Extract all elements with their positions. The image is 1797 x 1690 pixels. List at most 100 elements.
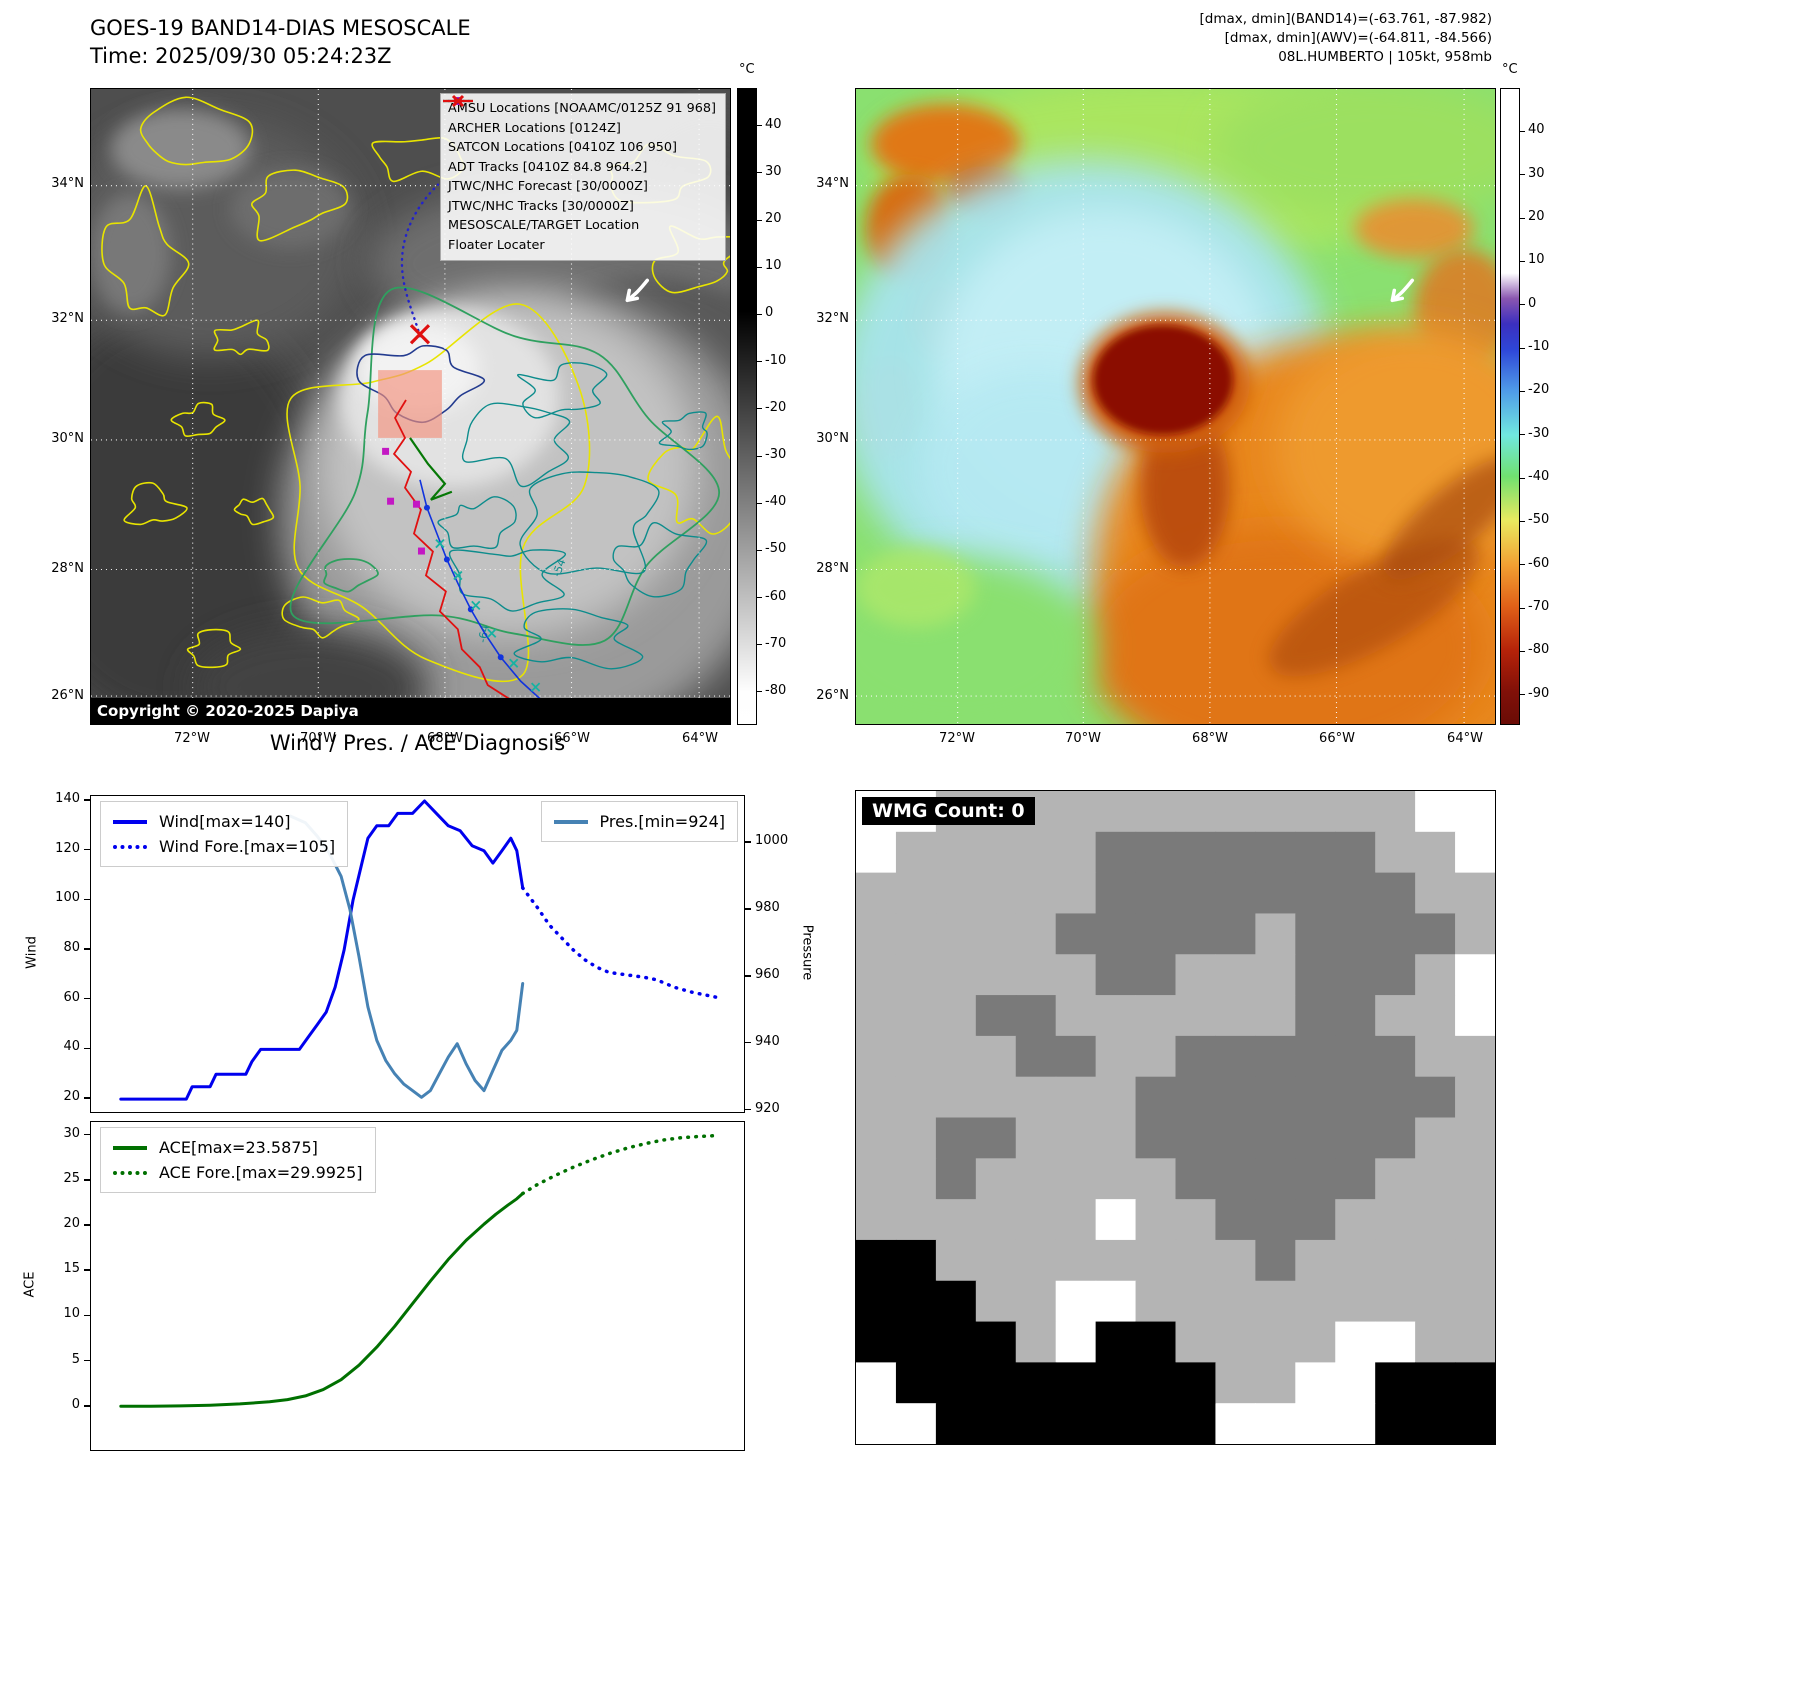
- awv-satellite-map: [855, 88, 1496, 725]
- mesoscale-target-box: [378, 370, 442, 438]
- legend-label: SATCON Locations [0410Z 106 950]: [448, 140, 678, 156]
- line-marker-icon: [113, 819, 147, 824]
- axis-tick-label: 30: [63, 1125, 80, 1141]
- diagnosis-title: Wind / Pres. / ACE Diagnosis: [269, 731, 566, 755]
- awv-colorbar-unit: °C: [1502, 62, 1518, 77]
- map-lon-label: 66°W: [554, 731, 590, 746]
- colorbar-tick-label: -40: [1528, 469, 1550, 484]
- contour-label: -54: [550, 557, 568, 578]
- colorbar-tick-label: 30: [765, 163, 782, 179]
- axis-tick: [84, 948, 90, 950]
- colorbar-tick: [757, 219, 762, 221]
- band14-timestamp: Time: 2025/09/30 05:24:23Z: [90, 44, 392, 68]
- legend-item: Wind Fore.[max=105]: [113, 834, 335, 859]
- axis-tick: [84, 1359, 90, 1362]
- colorbar-tick: [1520, 650, 1525, 652]
- colorbar-tick-label: -70: [765, 635, 787, 651]
- ace-legend: ACE[max=23.5875] ACE Fore.[max=29.9925]: [100, 1127, 376, 1193]
- legend-label: ACE Fore.[max=29.9925]: [159, 1163, 363, 1182]
- axis-tick-label: 1000: [755, 832, 789, 848]
- legend-label: ARCHER Locations [0124Z]: [448, 120, 621, 136]
- pressure-legend: Pres.[min=924]: [540, 801, 738, 842]
- axis-tick: [84, 1314, 90, 1317]
- band14-colorbar-unit: °C: [739, 62, 755, 77]
- temperature-contours: [101, 96, 730, 683]
- colorbar-tick: [757, 408, 762, 410]
- colorbar-tick-label: -70: [1528, 599, 1550, 614]
- axis-tick: [84, 1097, 90, 1099]
- axis-tick-label: 25: [63, 1170, 80, 1186]
- map-lat-label: 26°N: [51, 688, 84, 703]
- band14-title: GOES-19 BAND14-DIAS MESOSCALE: [90, 16, 471, 40]
- map-lon-label: 68°W: [1192, 731, 1228, 746]
- map-lat-label: 26°N: [816, 688, 849, 703]
- axis-tick-label: 40: [63, 1039, 80, 1055]
- awv-map-canvas: [856, 89, 1495, 724]
- colorbar-tick-label: 0: [1528, 295, 1537, 311]
- legend-item: ACE[max=23.5875]: [113, 1135, 363, 1160]
- legend-item: Floater Locater: [443, 99, 716, 256]
- wmg-panel: WMG Count: 0: [855, 790, 1496, 1445]
- map-lat-label: 32°N: [51, 311, 84, 326]
- axis-tick-label: 5: [71, 1351, 80, 1367]
- colorbar-tick: [757, 172, 762, 174]
- axis-tick-label: 80: [63, 940, 80, 956]
- axis-tick: [84, 1269, 90, 1271]
- axis-tick-label: 10: [63, 1306, 80, 1322]
- dmax-dmin-awv: [dmax, dmin](AWV)=(-64.811, -84.566): [1224, 30, 1492, 46]
- colorbar-tick-label: -10: [765, 352, 787, 368]
- storm-tracks: [378, 183, 650, 724]
- axis-tick-label: 140: [55, 790, 80, 806]
- colorbar-tick: [1520, 477, 1525, 479]
- colorbar-tick-label: -20: [1528, 382, 1550, 398]
- colorbar-tick-label: 40: [1528, 122, 1545, 138]
- colorbar-tick-label: -50: [765, 541, 787, 557]
- colorbar-tick: [757, 502, 762, 504]
- colorbar-tick-label: 10: [1528, 252, 1545, 268]
- colorbar-tick: [1520, 607, 1525, 609]
- colorbar-tick: [757, 125, 762, 127]
- colorbar-tick-label: 0: [765, 305, 774, 321]
- axis-tick-label: 0: [71, 1396, 80, 1412]
- map-lat-label: 34°N: [816, 176, 849, 191]
- axis-tick-label: 15: [63, 1261, 80, 1277]
- axis-tick-label: 60: [63, 989, 80, 1005]
- colorbar-tick: [757, 691, 762, 693]
- colorbar-tick: [757, 549, 762, 551]
- axis-tick-label: 20: [63, 1215, 80, 1231]
- colorbar-tick-label: -30: [1528, 425, 1550, 441]
- legend-label: AMSU Locations [NOAAMC/0125Z 91 968]: [448, 101, 716, 117]
- axis-tick: [745, 908, 751, 910]
- ace-axis-label: ACE: [22, 1271, 38, 1298]
- colorbar-tick: [1520, 260, 1525, 262]
- map-lat-label: 28°N: [816, 561, 849, 576]
- band14-colorbar: [737, 88, 757, 725]
- legend-label: MESOSCALE/TARGET Location: [448, 218, 640, 234]
- copyright-notice: Copyright © 2020-2025 Dapiya: [91, 698, 730, 724]
- colorbar-tick-label: 20: [765, 211, 782, 227]
- axis-tick: [84, 1224, 90, 1226]
- colorbar-tick-label: -40: [765, 494, 787, 510]
- awv-annotations: [dmax, dmin](BAND14)=(-63.761, -87.982) …: [1000, 10, 1492, 67]
- colorbar-tick: [757, 313, 762, 315]
- series-0: [119, 799, 525, 1101]
- line-marker-icon: [113, 1170, 147, 1175]
- legend-item: ACE Fore.[max=29.9925]: [113, 1160, 363, 1185]
- legend-label: ACE[max=23.5875]: [159, 1138, 318, 1157]
- map-lon-label: 64°W: [1447, 731, 1483, 746]
- cold-cloud-core: [1093, 325, 1233, 435]
- map-lon-label: 66°W: [1319, 731, 1355, 746]
- colorbar-tick-label: 40: [765, 116, 782, 132]
- line-marker-icon: [113, 1145, 147, 1150]
- axis-tick: [84, 898, 90, 901]
- colorbar-tick-label: 20: [1528, 209, 1545, 224]
- wind-axis-label: Wind: [24, 936, 40, 969]
- axis-tick-label: 960: [755, 966, 780, 982]
- wmg-count-label: WMG Count: 0: [862, 797, 1035, 825]
- axis-tick-label: 100: [55, 890, 80, 906]
- axis-tick: [745, 975, 751, 977]
- colorbar-tick: [757, 644, 762, 646]
- legend-item: Pres.[min=924]: [553, 809, 725, 834]
- dmax-dmin-band14: [dmax, dmin](BAND14)=(-63.761, -87.982): [1199, 11, 1492, 27]
- colorbar-tick: [1520, 130, 1525, 132]
